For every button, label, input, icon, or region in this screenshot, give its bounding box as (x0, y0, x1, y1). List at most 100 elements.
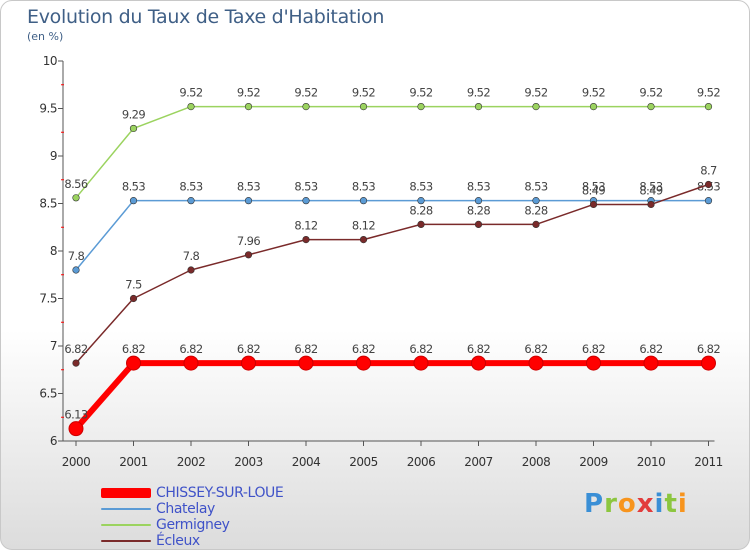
data-label: 9.52 (524, 86, 547, 100)
data-point (302, 102, 310, 111)
data-label: 6.82 (582, 342, 605, 356)
data-label: 6.82 (179, 342, 202, 356)
data-label: 6.82 (352, 342, 375, 356)
data-label: 8.12 (294, 219, 317, 233)
data-point (474, 197, 483, 205)
data-label: 9.52 (237, 86, 260, 100)
y-tick-label: 6.5 (39, 387, 57, 401)
data-point (417, 102, 425, 111)
data-point (704, 180, 713, 189)
data-label: 9.52 (294, 86, 317, 100)
logo-letter: t (664, 489, 678, 519)
data-point (72, 266, 80, 274)
data-point (528, 355, 544, 371)
x-tick-label: 2010 (637, 455, 666, 469)
data-point (474, 220, 483, 228)
data-label: 9.52 (179, 86, 202, 100)
y-tick-label: 6 (50, 434, 57, 448)
legend-swatch (101, 488, 151, 498)
data-point (701, 355, 716, 371)
data-label: 7.8 (183, 249, 200, 263)
data-point (126, 355, 141, 371)
x-tick-label: 2011 (694, 455, 723, 469)
data-label: 8.53 (582, 180, 605, 194)
y-tick-label: 10 (43, 54, 57, 68)
data-label: 9.52 (352, 86, 375, 100)
data-label: 9.52 (639, 86, 662, 100)
legend-label: Chatelay (156, 501, 215, 517)
x-tick-label: 2008 (522, 455, 551, 469)
x-tick-label: 2004 (292, 455, 321, 469)
y-tick-label: 9.5 (39, 102, 57, 116)
data-point (298, 355, 314, 371)
data-label: 8.53 (179, 180, 202, 194)
logo-letter: P (584, 489, 605, 519)
legend-item: CHISSEY-SUR-LOUE (101, 485, 284, 501)
data-label: 6.82 (409, 342, 432, 356)
y-tick-label: 9 (50, 149, 57, 163)
series-line-Chatelay (75, 199, 709, 271)
data-label: 6.82 (122, 342, 145, 356)
x-tick-label: 2006 (407, 455, 436, 469)
x-tick-label: 2001 (119, 455, 148, 469)
data-label: 6.13 (64, 408, 87, 422)
data-point (129, 124, 138, 133)
data-point (129, 197, 138, 205)
y-tick-label: 7.5 (39, 292, 57, 306)
data-point (359, 102, 368, 111)
legend-swatch (101, 524, 151, 526)
data-point (72, 359, 80, 367)
data-label: 9.52 (409, 86, 432, 100)
data-label: 8.53 (467, 180, 490, 194)
data-label: 8.28 (467, 203, 490, 217)
chart-title: Evolution du Taux de Taxe d'Habitation (27, 6, 385, 28)
x-tick-label: 2003 (234, 455, 263, 469)
data-label: 9.52 (467, 86, 490, 100)
data-label: 6.82 (237, 342, 260, 356)
data-label: 6.82 (697, 342, 720, 356)
data-point (187, 266, 195, 274)
legend-label: CHISSEY-SUR-LOUE (156, 485, 284, 501)
data-point (417, 220, 425, 228)
data-label: 8.53 (352, 180, 375, 194)
data-label: 6.82 (64, 342, 87, 356)
data-label: 6.82 (294, 342, 317, 356)
data-point (471, 355, 486, 371)
logo-letter: i (654, 489, 665, 519)
data-point (302, 197, 310, 205)
data-point (187, 197, 195, 205)
series-line-Germigney (75, 105, 709, 199)
x-tick-label: 2005 (349, 455, 378, 469)
data-point (72, 194, 80, 202)
y-tick-label: 8 (50, 244, 57, 258)
data-label: 8.53 (409, 180, 432, 194)
data-point (129, 294, 138, 303)
data-point (244, 251, 253, 259)
y-tick-label: 7 (50, 339, 57, 353)
data-label: 6.82 (467, 342, 490, 356)
logo-letter: o (617, 489, 637, 519)
data-label: 8.53 (294, 180, 317, 194)
data-label: 6.82 (524, 342, 547, 356)
series-line-CHISSEY-SUR-LOUE (73, 360, 709, 431)
y-tick-label: 8.5 (39, 197, 57, 211)
data-point (413, 355, 429, 371)
data-label: 9.52 (697, 86, 720, 100)
data-label: 7.8 (68, 249, 85, 263)
x-tick-label: 2007 (464, 455, 493, 469)
data-point (704, 197, 713, 205)
data-label: 8.53 (524, 180, 547, 194)
data-label: 6.82 (639, 342, 662, 356)
data-point (359, 197, 368, 205)
legend-swatch (101, 508, 151, 510)
data-point (244, 102, 253, 111)
data-point (589, 102, 598, 111)
data-point (643, 355, 659, 371)
x-tick-label: 2002 (177, 455, 206, 469)
data-point (589, 200, 598, 209)
data-point (647, 102, 655, 111)
logo-letter: r (604, 489, 618, 519)
legend-label: Écleux (156, 533, 200, 549)
